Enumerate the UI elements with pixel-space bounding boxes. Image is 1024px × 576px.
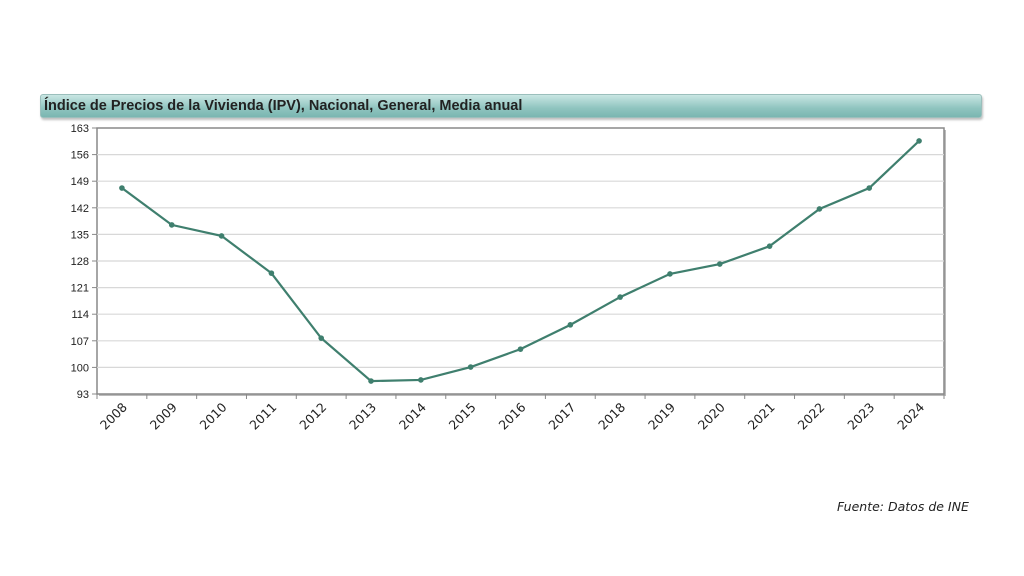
y-tick-label: 93 bbox=[77, 389, 89, 401]
x-tick-label: 2021 bbox=[745, 400, 778, 433]
x-tick-label: 2022 bbox=[794, 400, 827, 433]
y-tick-label: 121 bbox=[71, 283, 89, 295]
x-tick-label: 2010 bbox=[197, 399, 230, 432]
x-tick-label: 2020 bbox=[695, 399, 728, 432]
x-tick-label: 2014 bbox=[396, 399, 429, 432]
x-tick-label: 2015 bbox=[446, 400, 479, 433]
data-point bbox=[667, 271, 673, 277]
x-tick-label: 2008 bbox=[97, 399, 130, 432]
y-tick-label: 114 bbox=[71, 309, 89, 321]
data-point bbox=[567, 322, 574, 328]
data-point bbox=[866, 185, 873, 191]
data-point bbox=[467, 364, 474, 370]
data-point bbox=[517, 346, 524, 352]
x-tick-label: 2019 bbox=[645, 399, 678, 432]
data-point bbox=[318, 335, 325, 341]
x-tick-label: 2013 bbox=[346, 400, 379, 433]
chart-title: Índice de Precios de la Vivienda (IPV), … bbox=[44, 98, 523, 114]
data-point bbox=[617, 294, 623, 300]
data-point bbox=[268, 270, 275, 276]
data-point bbox=[418, 377, 424, 383]
x-tick-label: 2009 bbox=[147, 399, 180, 432]
chart-title-bar: Índice de Precios de la Vivienda (IPV), … bbox=[40, 94, 982, 118]
x-tick-label: 2012 bbox=[296, 400, 329, 433]
data-point bbox=[766, 243, 773, 249]
x-tick-label: 2023 bbox=[844, 400, 877, 433]
x-tick-label: 2024 bbox=[894, 399, 927, 432]
data-point bbox=[916, 138, 922, 144]
data-point bbox=[816, 206, 823, 212]
x-tick-label: 2016 bbox=[496, 399, 529, 432]
y-tick-label: 142 bbox=[71, 203, 89, 215]
source-note: Fuente: Datos de INE bbox=[837, 499, 969, 514]
y-tick-label: 135 bbox=[71, 229, 89, 241]
x-tick-label: 2018 bbox=[595, 399, 628, 432]
y-tick-label: 163 bbox=[71, 123, 89, 135]
y-tick-label: 128 bbox=[71, 256, 89, 268]
data-point bbox=[119, 185, 125, 191]
x-tick-label: 2011 bbox=[246, 400, 279, 433]
data-point bbox=[218, 233, 225, 239]
y-tick-label: 149 bbox=[71, 176, 89, 188]
data-point bbox=[168, 222, 175, 228]
x-tick-label: 2017 bbox=[545, 400, 578, 433]
y-tick-label: 156 bbox=[71, 150, 89, 162]
y-tick-label: 107 bbox=[71, 336, 89, 348]
y-tick-label: 100 bbox=[71, 362, 89, 374]
data-point bbox=[716, 261, 723, 267]
data-point bbox=[368, 378, 374, 384]
